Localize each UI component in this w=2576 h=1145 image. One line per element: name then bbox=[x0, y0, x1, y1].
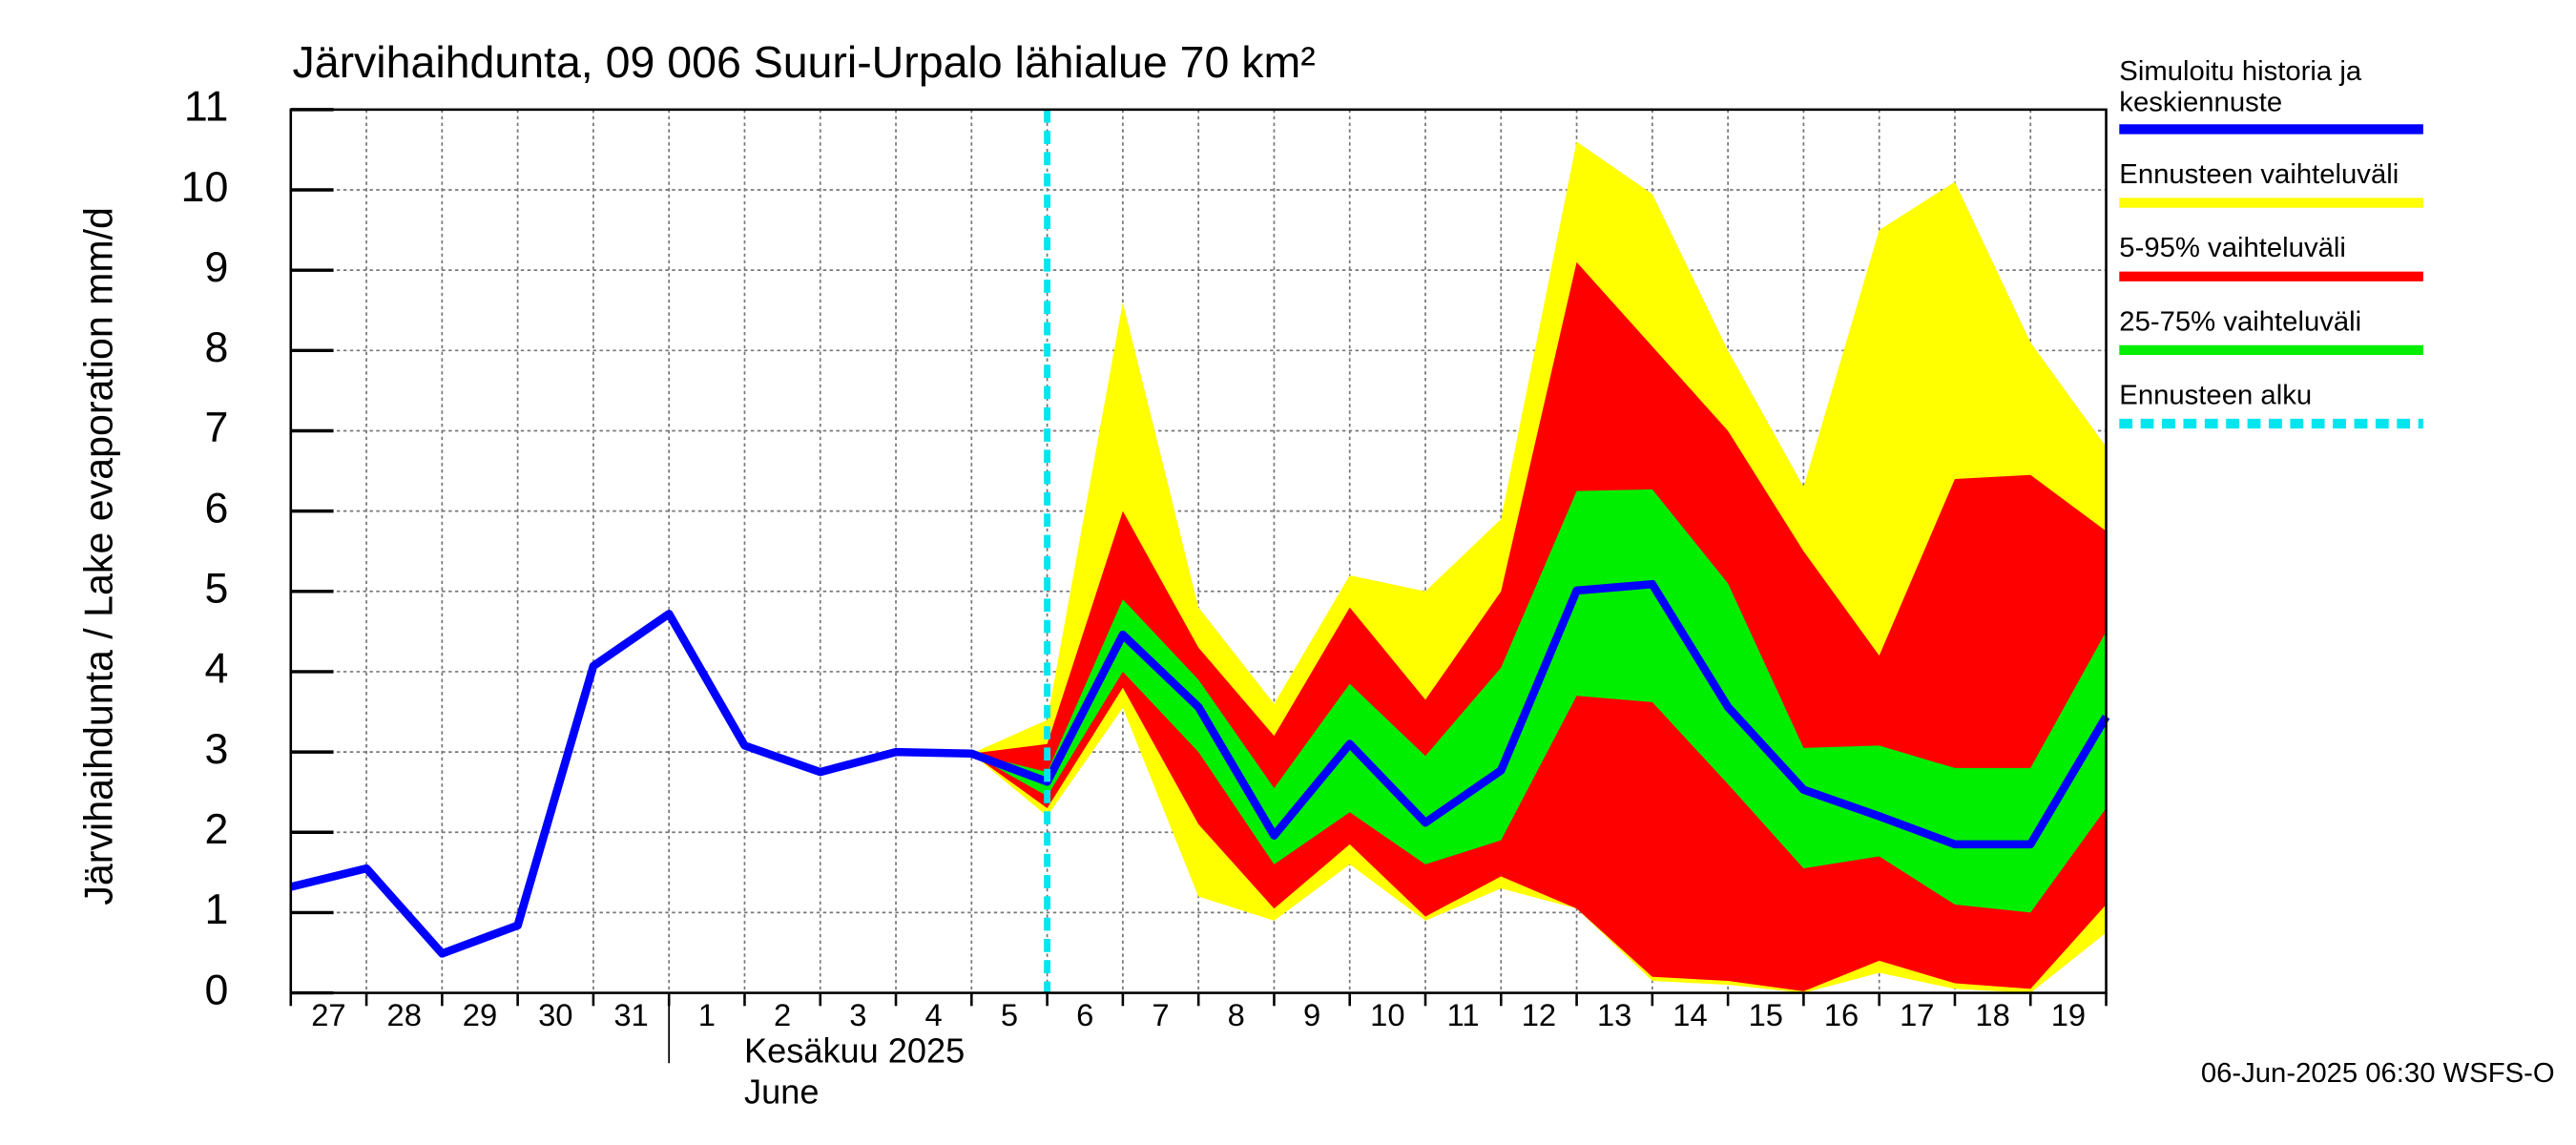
x-tick-label: 17 bbox=[1900, 997, 1934, 1032]
y-tick-label: 10 bbox=[181, 164, 229, 211]
y-tick-label: 3 bbox=[204, 726, 228, 773]
x-tick-label: 29 bbox=[463, 997, 497, 1032]
chart-title: Järvihaihdunta, 09 006 Suuri-Urpalo lähi… bbox=[293, 37, 1316, 87]
y-tick-label: 5 bbox=[204, 566, 228, 613]
x-tick-label: 7 bbox=[1152, 997, 1169, 1032]
y-tick-label: 1 bbox=[204, 886, 228, 933]
x-tick-label: 30 bbox=[538, 997, 572, 1032]
legend-label-box: Ennusteen vaihteluväli bbox=[2119, 158, 2399, 190]
legend-label-box: 25-75% vaihteluväli bbox=[2119, 305, 2362, 338]
legend-label: Ennusteen alku bbox=[2119, 379, 2313, 411]
x-tick-label: 16 bbox=[1824, 997, 1859, 1032]
y-tick-label: 8 bbox=[204, 324, 228, 371]
legend-label: 5-95% vaihteluväli bbox=[2119, 232, 2346, 263]
x-tick-label: 11 bbox=[1447, 997, 1480, 1032]
x-tick-label: 6 bbox=[1076, 997, 1093, 1032]
x-tick-label: 9 bbox=[1303, 997, 1320, 1032]
y-tick-label: 7 bbox=[204, 405, 228, 451]
footer: 06-Jun-2025 06:30 WSFS-O bbox=[2201, 1058, 2555, 1089]
legend-label: Ennusteen vaihteluväli bbox=[2119, 158, 2399, 190]
y-tick-label: 9 bbox=[204, 244, 228, 291]
legend-label-box: Simuloitu historia ja keskiennuste bbox=[2119, 55, 2362, 118]
y-tick-label: 11 bbox=[184, 84, 228, 131]
plot-frame bbox=[289, 108, 2108, 994]
x-tick-label: 27 bbox=[311, 997, 345, 1032]
legend-label: Simuloitu historia ja keskiennuste bbox=[2119, 55, 2362, 118]
legend-label-box: Ennusteen alku bbox=[2119, 379, 2313, 411]
y-tick-label: 2 bbox=[204, 806, 228, 853]
x-tick-label: 13 bbox=[1597, 997, 1631, 1032]
x-tick-label: 5 bbox=[1001, 997, 1018, 1032]
line bbox=[289, 579, 2110, 958]
month-label: Kesäkuu 2025 bbox=[744, 1031, 965, 1071]
x-tick-label: 10 bbox=[1370, 997, 1404, 1032]
month-label-en: June bbox=[744, 1072, 819, 1111]
y-tick-label: 0 bbox=[204, 967, 228, 1013]
x-tick-label: 28 bbox=[387, 997, 422, 1032]
y-tick-label: 6 bbox=[204, 485, 228, 531]
x-tick-label: 19 bbox=[2051, 997, 2086, 1032]
y-tick-label: 4 bbox=[204, 646, 228, 693]
x-tick-label: 18 bbox=[1975, 997, 2009, 1032]
y-axis-label: Järvihaihdunta / Lake evaporation mm/d bbox=[77, 207, 121, 906]
x-tick-label: 3 bbox=[849, 997, 866, 1032]
x-tick-label: 1 bbox=[698, 997, 716, 1032]
x-tick-label: 8 bbox=[1228, 997, 1245, 1032]
x-tick-label: 31 bbox=[613, 997, 648, 1032]
legend-label-box: 5-95% vaihteluväli bbox=[2119, 232, 2346, 263]
x-tick-label: 2 bbox=[774, 997, 791, 1032]
x-tick-label: 15 bbox=[1749, 997, 1783, 1032]
x-tick-label: 12 bbox=[1522, 997, 1556, 1032]
x-tick-label: 4 bbox=[925, 997, 943, 1032]
legend-label: 25-75% vaihteluväli bbox=[2119, 305, 2362, 338]
x-tick-label: 14 bbox=[1672, 997, 1707, 1032]
